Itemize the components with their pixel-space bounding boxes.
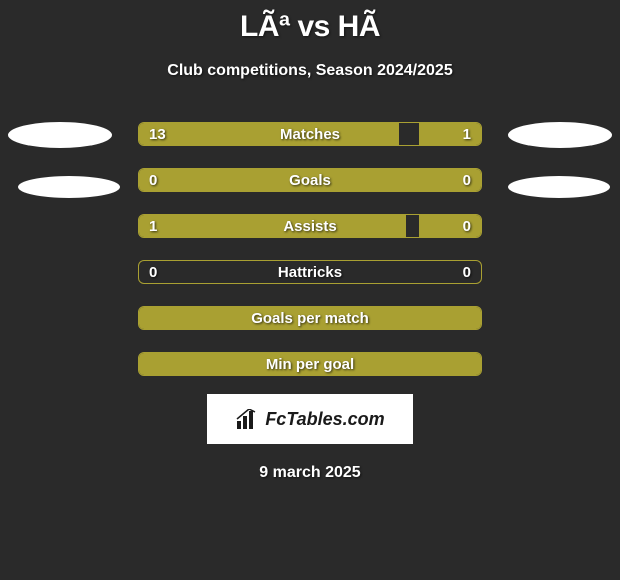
stat-label: Matches (139, 123, 481, 145)
bar-chart-icon (235, 409, 259, 429)
right-avatar-column (508, 122, 612, 198)
stat-label: Hattricks (139, 261, 481, 283)
stat-bars: 13 Matches 1 0 Goals 0 1 Assists 0 (138, 122, 482, 376)
stat-label: Goals (139, 169, 481, 191)
branding-logo: FcTables.com (207, 394, 413, 444)
stat-label: Min per goal (139, 353, 481, 375)
date-label: 9 march 2025 (259, 464, 360, 482)
avatar-placeholder (508, 176, 610, 198)
stat-right-value: 0 (463, 261, 471, 283)
stat-row-assists: 1 Assists 0 (138, 214, 482, 238)
stat-label: Assists (139, 215, 481, 237)
stat-row-goals-per-match: Goals per match (138, 306, 482, 330)
stat-row-hattricks: 0 Hattricks 0 (138, 260, 482, 284)
stat-right-value: 0 (463, 215, 471, 237)
stat-row-min-per-goal: Min per goal (138, 352, 482, 376)
stats-area: 13 Matches 1 0 Goals 0 1 Assists 0 (0, 122, 620, 376)
logo-text: FcTables.com (265, 409, 384, 430)
left-avatar-column (8, 122, 120, 198)
stat-right-value: 1 (463, 123, 471, 145)
stat-row-matches: 13 Matches 1 (138, 122, 482, 146)
stat-right-value: 0 (463, 169, 471, 191)
avatar-placeholder (8, 122, 112, 148)
avatar-placeholder (508, 122, 612, 148)
stat-row-goals: 0 Goals 0 (138, 168, 482, 192)
page-title: LÃª vs HÃ (240, 10, 380, 44)
page-subtitle: Club competitions, Season 2024/2025 (167, 62, 452, 80)
stat-label: Goals per match (139, 307, 481, 329)
avatar-placeholder (18, 176, 120, 198)
